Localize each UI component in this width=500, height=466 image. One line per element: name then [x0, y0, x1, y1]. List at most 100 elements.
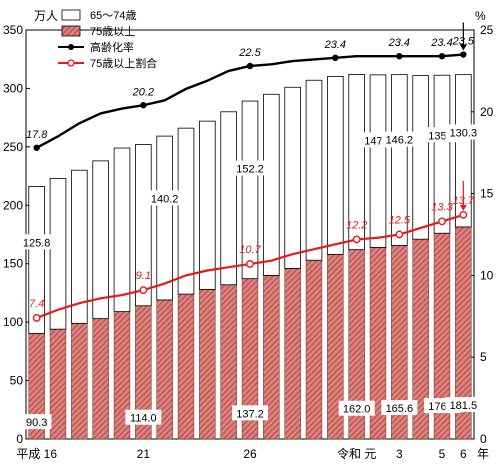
- over75-ratio-point: [246, 260, 254, 268]
- bar-65-value-label: 140.2: [151, 193, 179, 205]
- bar-65-value-label-bg: [146, 190, 183, 206]
- aging-rate-point: [246, 62, 254, 70]
- over75-ratio-value-label: 12.5: [389, 215, 411, 227]
- bar-65-value-label: 130.3: [450, 128, 478, 140]
- right-tick-label: 0: [480, 432, 487, 446]
- legend-marker: [67, 59, 75, 67]
- left-tick-label: 300: [3, 81, 23, 95]
- x-tick-label: 5: [439, 447, 446, 461]
- over75-ratio-value-label: 12.2: [346, 219, 367, 231]
- left-axis-ticks: 0 50 100 150 200 250 300 350: [3, 23, 30, 446]
- aging-rate-point: [332, 54, 339, 62]
- bar-65-value-label-bg: [381, 131, 418, 147]
- aging-rate-point: [140, 102, 147, 109]
- legend-label: 65～74歳: [90, 9, 136, 22]
- bar-65-74: [455, 74, 472, 228]
- legend-marker: [68, 44, 74, 50]
- bar-65-74: [220, 111, 237, 286]
- bar-65-value-label: 152.2: [236, 164, 264, 176]
- bar-75-value-label: 181.5: [450, 400, 478, 412]
- legend-label: 75歳以上割合: [90, 56, 157, 70]
- left-axis-unit: 万人: [34, 9, 58, 23]
- bar-75-value-label: 90.3: [26, 417, 47, 429]
- bar-value-labels: 90.3125.8114.0140.2137.2152.2162.0147.61…: [18, 124, 482, 430]
- legend-swatch: [61, 9, 81, 21]
- bar-65-74: [369, 74, 387, 248]
- line-series: [32, 51, 468, 322]
- over75-ratio-arrow-head: [459, 204, 467, 211]
- aging-rate-point: [396, 52, 403, 60]
- bar-75-value-label-bg: [445, 397, 482, 413]
- aging-rate-value-label: 22.5: [238, 47, 261, 59]
- bar-65-74: [177, 127, 195, 295]
- bar-65-74: [327, 76, 344, 255]
- bar-75-value-label-bg: [125, 409, 162, 425]
- bar-65-74: [284, 86, 301, 269]
- left-tick-label: 200: [3, 198, 23, 212]
- x-tick-label: 21: [137, 447, 151, 461]
- bar-65-74: [199, 120, 216, 290]
- bar-75-over: [305, 259, 323, 440]
- left-tick-label: 150: [3, 257, 23, 271]
- bar-65-74: [156, 135, 173, 301]
- bar-65-74: [391, 74, 408, 246]
- x-tick-label: 平成 16: [16, 447, 57, 461]
- x-tick-label: 令和 元: [337, 446, 376, 461]
- over75-ratio-value-label: 10.7: [239, 244, 261, 256]
- bar-75-over: [49, 328, 67, 440]
- bar-65-74: [348, 74, 365, 251]
- bar-series: [28, 74, 472, 440]
- bar-75-value-label-bg: [381, 400, 418, 416]
- bar-75-value-label: 137.2: [236, 408, 264, 420]
- x-tick-label: 3: [396, 447, 403, 461]
- bar-65-74: [28, 186, 45, 334]
- aging-rate-value-label: 17.8: [26, 129, 48, 141]
- bar-65-74: [412, 75, 429, 240]
- bar-65-74: [263, 93, 280, 276]
- left-tick-label: 100: [3, 315, 23, 329]
- bar-65-74: [71, 169, 88, 324]
- bar-65-value-label-bg: [18, 234, 55, 250]
- bar-65-74: [305, 79, 323, 261]
- over75-ratio-value-label: 13.3: [431, 201, 453, 213]
- bar-75-over: [177, 293, 195, 440]
- aging-rate-value-label: 23.4: [388, 37, 410, 49]
- line-value-labels: 17.820.222.523.4 23.4 23.4 23.57.49.110.712…: [26, 22, 475, 310]
- x-tick-label: 6: [460, 447, 467, 461]
- left-tick-label: 0: [16, 432, 23, 446]
- x-tick-label: 26: [243, 447, 257, 461]
- right-tick-label: 5: [480, 350, 487, 364]
- bar-75-value-label-bg: [232, 405, 268, 421]
- bar-75-value-label-bg: [338, 400, 375, 416]
- bar-65-74: [433, 74, 451, 234]
- over75-ratio-point: [139, 286, 148, 295]
- left-tick-label: 250: [3, 140, 23, 154]
- bar-75-value-label: 165.6: [386, 403, 414, 415]
- right-tick-label: 20: [480, 105, 494, 119]
- aging-rate-point: [438, 52, 446, 60]
- right-tick-label: 15: [480, 187, 494, 201]
- bar-75-over: [71, 323, 88, 440]
- over75-ratio-point: [395, 230, 404, 239]
- left-tick-label: 50: [10, 374, 24, 388]
- aging-rate-arrow-head: [459, 44, 467, 51]
- bar-75-value-label: 114.0: [130, 413, 157, 425]
- aging-rate-value-label: 23.4: [324, 39, 346, 51]
- bar-65-value-label-bg: [232, 160, 268, 176]
- bar-65-74: [49, 178, 67, 330]
- right-axis-unit: %: [475, 9, 486, 23]
- bar-75-value-label-bg: [21, 414, 52, 430]
- right-tick-label: 25: [480, 23, 494, 37]
- bar-65-value-label: 125.8: [23, 237, 51, 249]
- x-axis-suffix: 年: [477, 447, 489, 461]
- over75-ratio-value-label: 9.1: [136, 270, 151, 282]
- aging-rate-value-label: 20.2: [132, 86, 154, 98]
- aging-rate-point: [460, 51, 467, 58]
- legend-swatch: [61, 25, 81, 37]
- bar-65-value-label: 146.2: [386, 135, 414, 147]
- bar-65-74: [241, 100, 259, 280]
- bar-75-value-label: 162.0: [343, 404, 371, 416]
- bar-75-over: [199, 289, 216, 440]
